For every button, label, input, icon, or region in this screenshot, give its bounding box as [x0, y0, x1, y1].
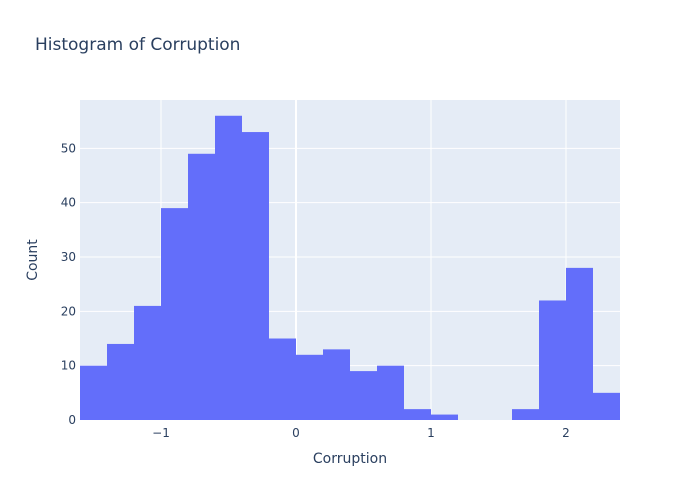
- histogram-bar: [593, 392, 620, 420]
- histogram-bar: [215, 115, 242, 420]
- histogram-bar: [107, 343, 134, 420]
- histogram-bar: [539, 300, 566, 420]
- x-tick-label: 1: [427, 426, 435, 440]
- x-axis-title: Corruption: [313, 451, 387, 467]
- histogram-bar: [512, 409, 539, 420]
- x-tick-label: −1: [152, 426, 170, 440]
- y-axis-title: Count: [25, 239, 41, 281]
- x-tick-label: 0: [292, 426, 300, 440]
- y-tick-label: 50: [61, 141, 76, 155]
- y-tick-label: 30: [61, 250, 76, 264]
- histogram-bar: [377, 365, 404, 420]
- histogram-bar: [269, 338, 296, 420]
- histogram-bar: [323, 349, 350, 420]
- histogram-bar: [350, 371, 377, 420]
- histogram-bar: [431, 414, 458, 420]
- y-tick-label: 0: [68, 413, 76, 427]
- histogram-bar: [242, 132, 269, 421]
- histogram-bar: [161, 208, 188, 420]
- histogram-bar: [134, 305, 161, 420]
- histogram-bar: [188, 153, 215, 420]
- y-tick-label: 40: [61, 196, 76, 210]
- chart-title: Histogram of Corruption: [35, 35, 240, 55]
- histogram-bar: [566, 267, 593, 420]
- x-axis-ticks: −1 0 1 2: [152, 426, 570, 440]
- histogram-bars: [80, 115, 620, 421]
- y-axis-ticks: 0 10 20 30 40 50: [61, 141, 76, 427]
- histogram-bar: [296, 354, 323, 420]
- y-tick-label: 10: [61, 359, 76, 373]
- y-tick-label: 20: [61, 304, 76, 318]
- x-tick-label: 2: [562, 426, 570, 440]
- histogram-bar: [404, 409, 431, 420]
- histogram-bar: [80, 365, 107, 420]
